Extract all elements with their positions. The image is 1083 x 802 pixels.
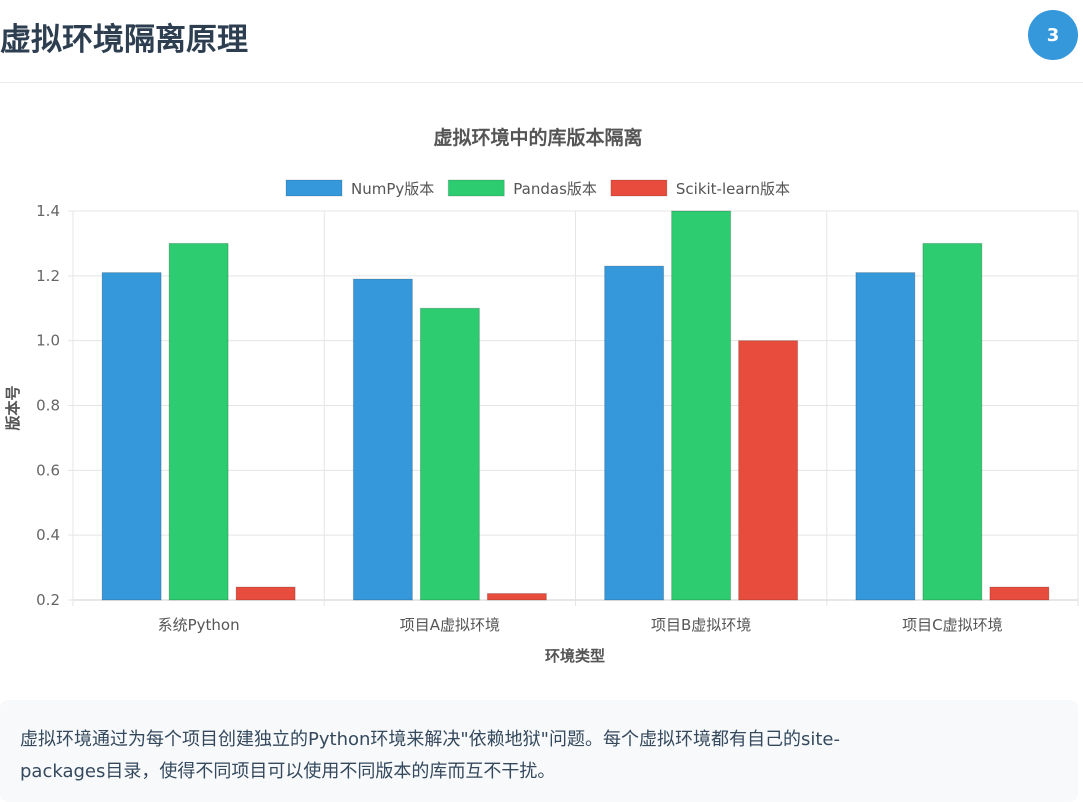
bar bbox=[671, 210, 732, 601]
y-axis-ticks: 0.2 0.4 0.6 0.8 1.0 1.2 1.4 bbox=[36, 202, 60, 609]
y-tick-label: 0.6 bbox=[36, 461, 60, 479]
bar bbox=[352, 278, 413, 601]
legend-swatch bbox=[447, 179, 505, 197]
chart-title: 虚拟环境中的库版本隔离 bbox=[433, 126, 642, 149]
chart-container: 虚拟环境中的库版本隔离 NumPy版本 Pandas版本 Scikit-learn版… bbox=[0, 100, 1083, 680]
bar bbox=[738, 340, 799, 601]
y-tick-label: 0.2 bbox=[36, 591, 60, 609]
page-number-badge: 3 bbox=[1028, 10, 1078, 60]
bar-chart: 虚拟环境中的库版本隔离 NumPy版本 Pandas版本 Scikit-learn版… bbox=[4, 126, 1079, 665]
legend-item: Scikit-learn版本 bbox=[610, 179, 790, 198]
bar bbox=[604, 265, 665, 601]
legend: NumPy版本 Pandas版本 Scikit-learn版本 bbox=[285, 179, 790, 198]
y-tick-label: 0.4 bbox=[36, 526, 60, 544]
bar bbox=[168, 242, 229, 601]
bar bbox=[989, 586, 1050, 601]
legend-label: Pandas版本 bbox=[513, 180, 597, 198]
legend-label: Scikit-learn版本 bbox=[676, 180, 790, 198]
bar bbox=[922, 242, 983, 601]
legend-item: NumPy版本 bbox=[285, 179, 434, 198]
x-tick-label: 项目B虚拟环境 bbox=[651, 616, 751, 634]
bar bbox=[101, 272, 162, 601]
description-text: 虚拟环境通过为每个项目创建独立的Python环境来解决"依赖地狱"问题。每个虚拟… bbox=[20, 724, 1060, 788]
bar bbox=[486, 593, 547, 601]
grid bbox=[68, 210, 1079, 606]
x-tick-label: 项目A虚拟环境 bbox=[400, 616, 500, 634]
x-tick-label: 项目C虚拟环境 bbox=[902, 616, 1002, 634]
y-tick-label: 1.2 bbox=[36, 267, 60, 285]
legend-item: Pandas版本 bbox=[447, 179, 597, 198]
description-line-1: 虚拟环境通过为每个项目创建独立的Python环境来解决"依赖地狱"问题。每个虚拟… bbox=[20, 729, 840, 750]
legend-swatch bbox=[610, 179, 668, 197]
description-box: 虚拟环境通过为每个项目创建独立的Python环境来解决"依赖地狱"问题。每个虚拟… bbox=[0, 700, 1078, 802]
bar bbox=[235, 586, 296, 601]
y-tick-label: 1.0 bbox=[36, 332, 60, 350]
y-axis-label: 版本号 bbox=[4, 385, 22, 430]
x-axis-label: 环境类型 bbox=[545, 647, 605, 665]
bars bbox=[101, 210, 1050, 601]
y-tick-label: 0.8 bbox=[36, 397, 60, 415]
legend-label: NumPy版本 bbox=[351, 180, 434, 198]
x-tick-label: 系统Python bbox=[158, 616, 240, 634]
bar bbox=[419, 307, 480, 601]
page-title: 虚拟环境隔离原理 bbox=[0, 22, 248, 58]
header: 虚拟环境隔离原理 3 bbox=[0, 0, 1083, 83]
description-line-2: packages目录，使得不同项目可以使用不同版本的库而互不干扰。 bbox=[20, 761, 556, 782]
y-tick-label: 1.4 bbox=[36, 202, 60, 220]
bar bbox=[855, 272, 916, 601]
legend-swatch bbox=[285, 179, 343, 197]
x-axis-ticks: 系统Python 项目A虚拟环境 项目B虚拟环境 项目C虚拟环境 bbox=[158, 616, 1003, 634]
